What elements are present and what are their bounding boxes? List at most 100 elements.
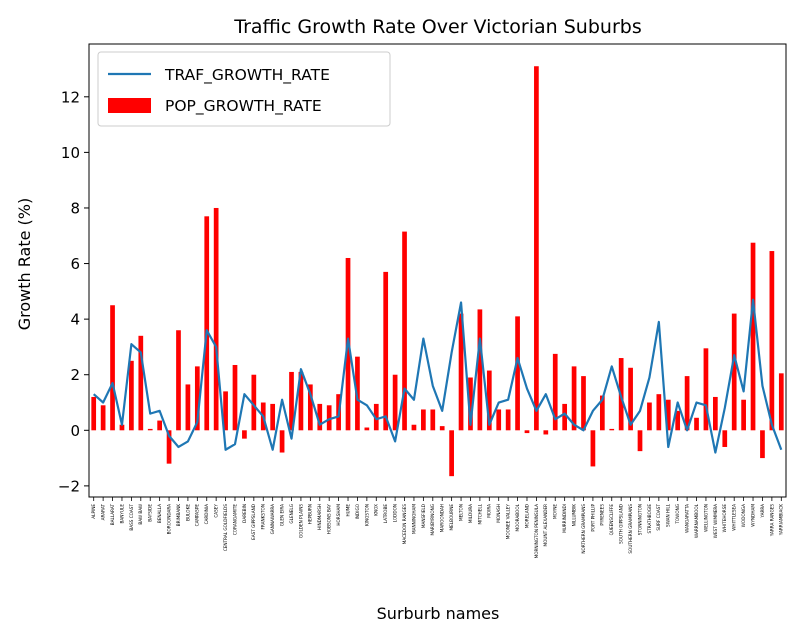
bar-strathbogie: [647, 402, 652, 431]
x-tick-label: WEST WIMMERA: [713, 504, 718, 538]
y-axis-title: Growth Rate (%): [15, 198, 34, 330]
x-tick-label: SWAN HILL: [666, 503, 671, 527]
x-tick-label: LODDON: [393, 504, 398, 522]
x-tick-label: HINDMARSH: [317, 504, 322, 530]
x-tick-label: WHITTLESEA: [732, 504, 737, 531]
x-tick-label: TOWONG: [675, 504, 680, 525]
bar-bayside: [147, 428, 153, 431]
bar-cardinia: [204, 216, 210, 431]
legend-label-traffic: TRAF_GROWTH_RATE: [164, 66, 330, 85]
x-tick-label: HOBSONS BAY: [327, 504, 332, 535]
x-tick-label: MORELAND: [524, 504, 529, 528]
y-tick-label: 4: [70, 311, 80, 329]
y-tick-label: 0: [70, 422, 80, 440]
x-tick-label: CASEY: [214, 504, 219, 518]
bar-maroondah: [439, 426, 445, 431]
bar-campaspe: [194, 366, 200, 431]
x-tick-label: BANYULE: [119, 504, 124, 524]
bar-mildura: [468, 377, 473, 431]
x-tick-label: MONASH: [496, 504, 501, 523]
x-tick-label: STRATHBOGIE: [647, 504, 652, 534]
x-tick-label: GLEN EIRA: [279, 504, 284, 526]
bar-warrnambool: [694, 417, 699, 431]
x-tick-label: BALLARAT: [110, 504, 115, 526]
bar-yarriambiack: [778, 373, 784, 431]
bar-mornington-peninsula: [534, 66, 539, 431]
x-tick-label: BAYSIDE: [148, 504, 153, 522]
legend-swatch-population: [108, 98, 151, 113]
bar-moonee-valley: [505, 409, 511, 431]
x-tick-label: MAROONDAH: [440, 504, 445, 532]
x-tick-label: BENALLA: [157, 504, 162, 523]
x-tick-label: KINGSTON: [364, 504, 369, 526]
x-tick-label: YARRA RANGES: [769, 504, 774, 538]
bar-whittlesea: [731, 313, 737, 431]
x-tick-label: NORTHERN GRAMPIANS: [581, 504, 586, 554]
x-tick-label: CORANGAMITE: [232, 504, 237, 535]
bar-melton: [458, 313, 464, 431]
x-tick-label: MELBOURNE: [449, 504, 454, 531]
bar-gannawarra: [270, 403, 276, 431]
bar-whitehorse: [722, 430, 728, 447]
x-tick-label: MANSFIELD: [421, 504, 426, 528]
x-tick-label: YARRIAMBIACK: [779, 504, 784, 536]
x-tick-label: WANGARATTA: [685, 504, 690, 533]
x-tick-label: WELLINGTON: [703, 504, 708, 532]
x-tick-label: HEPBURN: [308, 504, 313, 524]
bar-queenscliffe: [609, 428, 615, 431]
x-tick-label: WARRNAMBOOL: [694, 503, 699, 538]
bar-ballarat: [110, 305, 115, 431]
x-tick-label: MOORABOOL: [515, 503, 520, 531]
x-tick-label: BULOKE: [185, 504, 190, 521]
bar-bass-coast: [129, 360, 134, 431]
bar-murrindindi: [562, 403, 568, 431]
x-tick-label: QUEENSCLIFFE: [609, 504, 614, 536]
x-tick-label: MOUNT ALEXANDER: [543, 504, 548, 547]
x-tick-label: CARDINIA: [204, 504, 209, 525]
bar-brimbank: [176, 330, 181, 431]
x-tick-label: STONNINGTON: [637, 504, 642, 535]
x-tick-label: ARARAT: [101, 504, 106, 521]
x-tick-label: BASS COAST: [129, 504, 134, 531]
bar-benalla: [157, 420, 162, 431]
bar-corangamite: [232, 364, 238, 431]
bar-yarra-ranges: [769, 251, 775, 431]
x-tick-label: PYRENEES: [600, 504, 605, 526]
x-tick-label: LATROBE: [383, 504, 388, 524]
bar-glen-eira: [279, 430, 285, 453]
x-tick-label: ALPINE: [91, 504, 96, 519]
x-tick-label: HORSHAM: [336, 504, 341, 526]
bar-southern-grampians: [628, 367, 633, 431]
bar-moorabool: [515, 316, 520, 431]
x-tick-label: NILLUMBIK: [571, 504, 576, 527]
y-tick-label: 12: [61, 88, 80, 106]
x-tick-label: MOYNE: [553, 504, 558, 519]
x-tick-label: PORT PHILLIP: [590, 504, 595, 532]
bar-darebin: [242, 430, 247, 439]
bar-pyrenees: [599, 395, 605, 431]
x-tick-label: BOROONDARA: [166, 504, 171, 534]
bar-towong: [675, 410, 681, 431]
x-tick-label: EAST GIPPSLAND: [251, 504, 256, 540]
x-tick-label: MARIBYRNONG: [430, 504, 435, 536]
bar-manningham: [411, 424, 417, 431]
bar-macedon-ranges: [402, 231, 407, 431]
bar-wyndham: [750, 242, 756, 431]
bar-hobsons-bay: [326, 405, 332, 431]
bar-wellington: [703, 348, 709, 431]
traffic-growth-line: [92, 298, 783, 454]
bar-wodonga: [741, 399, 746, 431]
y-tick-label: 6: [70, 255, 80, 273]
bar-maribyrnong: [430, 409, 436, 431]
x-tick-label: WHITEHORSE: [722, 504, 727, 533]
x-tick-label: HUME: [345, 504, 350, 517]
x-tick-label: DAREBIN: [242, 504, 247, 523]
bar-baw-baw: [138, 335, 144, 431]
bar-swan-hill: [665, 399, 671, 431]
bar-east-gippsland: [251, 374, 257, 431]
x-tick-label: WYNDHAM: [750, 504, 755, 527]
bar-moyne: [552, 353, 558, 431]
bar-mount-alexander: [543, 430, 549, 435]
x-tick-label: MORNINGTON PENINSULA: [534, 504, 539, 559]
